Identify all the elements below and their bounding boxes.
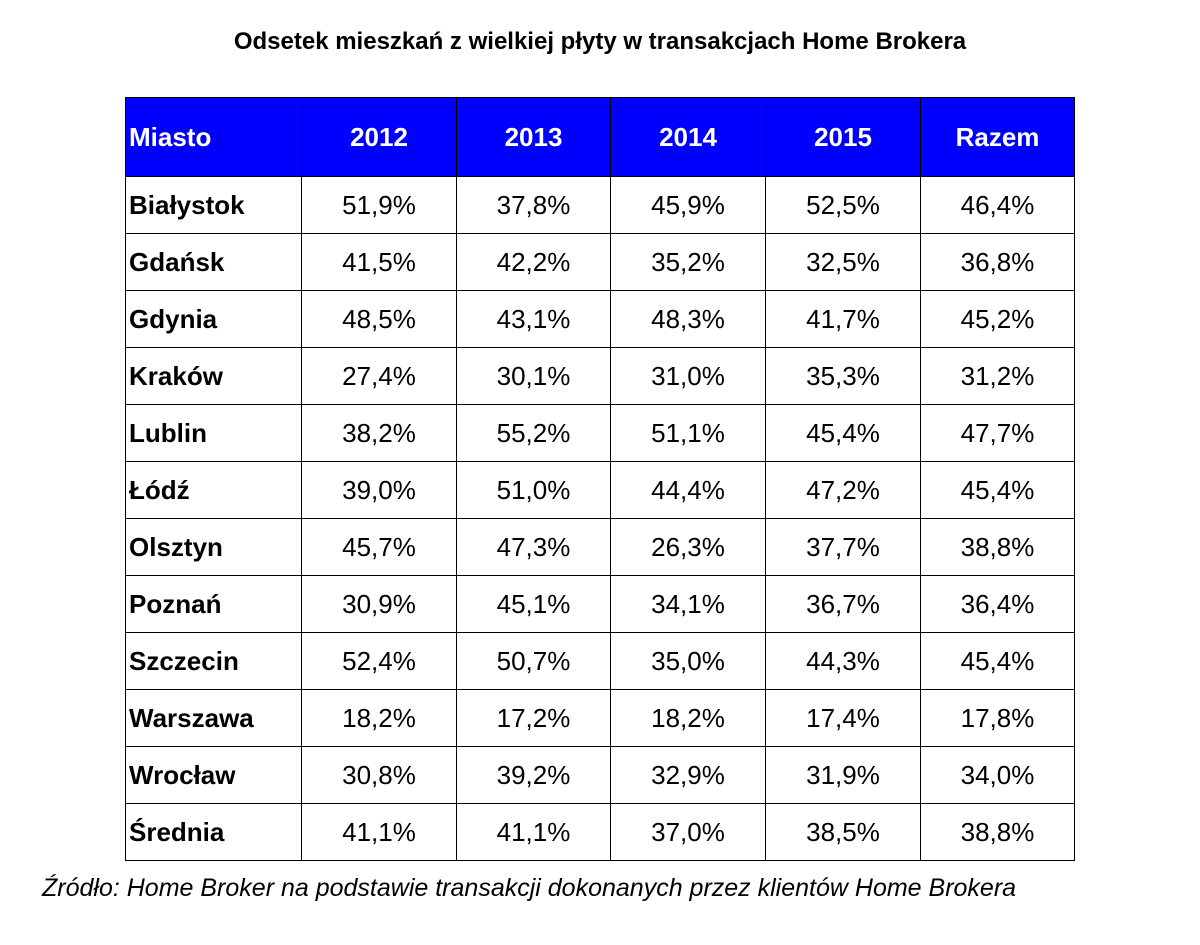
- table-row: Lublin 38,2% 55,2% 51,1% 45,4% 47,7%: [125, 404, 1075, 462]
- value-cell: 45,9%: [610, 176, 766, 234]
- city-cell: Kraków: [125, 347, 302, 405]
- table-body: Białystok 51,9% 37,8% 45,9% 52,5% 46,4% Gdańsk…: [125, 176, 1075, 861]
- value-cell: 38,8%: [920, 803, 1075, 861]
- value-cell: 45,4%: [920, 632, 1075, 690]
- value-cell: 37,0%: [610, 803, 766, 861]
- table-row: Kraków 27,4% 30,1% 31,0% 35,3% 31,2%: [125, 347, 1075, 405]
- header-cell-2014: 2014: [610, 97, 766, 177]
- value-cell: 38,2%: [301, 404, 457, 462]
- value-cell: 31,2%: [920, 347, 1075, 405]
- table-row: Warszawa 18,2% 17,2% 18,2% 17,4% 17,8%: [125, 689, 1075, 747]
- value-cell: 45,7%: [301, 518, 457, 576]
- value-cell: 45,4%: [765, 404, 921, 462]
- value-cell: 48,5%: [301, 290, 457, 348]
- value-cell: 46,4%: [920, 176, 1075, 234]
- value-cell: 51,0%: [456, 461, 611, 519]
- value-cell: 30,1%: [456, 347, 611, 405]
- value-cell: 34,0%: [920, 746, 1075, 804]
- value-cell: 42,2%: [456, 233, 611, 291]
- table-row: Gdynia 48,5% 43,1% 48,3% 41,7% 45,2%: [125, 290, 1075, 348]
- value-cell: 31,9%: [765, 746, 921, 804]
- value-cell: 51,9%: [301, 176, 457, 234]
- value-cell: 27,4%: [301, 347, 457, 405]
- header-cell-2013: 2013: [456, 97, 611, 177]
- header-row: Miasto 2012 2013 2014 2015 Razem: [125, 97, 1075, 177]
- value-cell: 38,8%: [920, 518, 1075, 576]
- table-row: Wrocław 30,8% 39,2% 32,9% 31,9% 34,0%: [125, 746, 1075, 804]
- value-cell: 41,1%: [456, 803, 611, 861]
- value-cell: 18,2%: [301, 689, 457, 747]
- city-cell: Gdańsk: [125, 233, 302, 291]
- header-cell-2012: 2012: [301, 97, 457, 177]
- value-cell: 17,8%: [920, 689, 1075, 747]
- city-cell: Średnia: [125, 803, 302, 861]
- value-cell: 50,7%: [456, 632, 611, 690]
- value-cell: 47,2%: [765, 461, 921, 519]
- value-cell: 26,3%: [610, 518, 766, 576]
- header-cell-miasto: Miasto: [125, 97, 302, 177]
- table-header: Miasto 2012 2013 2014 2015 Razem: [125, 97, 1075, 177]
- city-cell: Szczecin: [125, 632, 302, 690]
- table-row: Olsztyn 45,7% 47,3% 26,3% 37,7% 38,8%: [125, 518, 1075, 576]
- header-cell-razem: Razem: [920, 97, 1075, 177]
- value-cell: 51,1%: [610, 404, 766, 462]
- value-cell: 32,9%: [610, 746, 766, 804]
- value-cell: 37,7%: [765, 518, 921, 576]
- value-cell: 43,1%: [456, 290, 611, 348]
- value-cell: 38,5%: [765, 803, 921, 861]
- value-cell: 55,2%: [456, 404, 611, 462]
- value-cell: 52,5%: [765, 176, 921, 234]
- value-cell: 36,7%: [765, 575, 921, 633]
- value-cell: 31,0%: [610, 347, 766, 405]
- value-cell: 37,8%: [456, 176, 611, 234]
- value-cell: 17,4%: [765, 689, 921, 747]
- value-cell: 35,0%: [610, 632, 766, 690]
- value-cell: 44,4%: [610, 461, 766, 519]
- value-cell: 36,4%: [920, 575, 1075, 633]
- value-cell: 36,8%: [920, 233, 1075, 291]
- value-cell: 30,8%: [301, 746, 457, 804]
- value-cell: 45,2%: [920, 290, 1075, 348]
- value-cell: 41,1%: [301, 803, 457, 861]
- table-row: Średnia 41,1% 41,1% 37,0% 38,5% 38,8%: [125, 803, 1075, 861]
- header-cell-2015: 2015: [765, 97, 921, 177]
- value-cell: 35,2%: [610, 233, 766, 291]
- city-cell: Warszawa: [125, 689, 302, 747]
- value-cell: 47,7%: [920, 404, 1075, 462]
- table-row: Szczecin 52,4% 50,7% 35,0% 44,3% 45,4%: [125, 632, 1075, 690]
- source-note: Źródło: Home Broker na podstawie transak…: [42, 874, 1017, 902]
- city-cell: Łódź: [125, 461, 302, 519]
- value-cell: 48,3%: [610, 290, 766, 348]
- value-cell: 45,1%: [456, 575, 611, 633]
- table-row: Białystok 51,9% 37,8% 45,9% 52,5% 46,4%: [125, 176, 1075, 234]
- value-cell: 17,2%: [456, 689, 611, 747]
- value-cell: 34,1%: [610, 575, 766, 633]
- value-cell: 44,3%: [765, 632, 921, 690]
- value-cell: 47,3%: [456, 518, 611, 576]
- city-cell: Lublin: [125, 404, 302, 462]
- value-cell: 35,3%: [765, 347, 921, 405]
- value-cell: 18,2%: [610, 689, 766, 747]
- city-cell: Białystok: [125, 176, 302, 234]
- data-table: Miasto 2012 2013 2014 2015 Razem Białyst…: [125, 97, 1075, 861]
- value-cell: 45,4%: [920, 461, 1075, 519]
- value-cell: 30,9%: [301, 575, 457, 633]
- page-title: Odsetek mieszkań z wielkiej płyty w tran…: [233, 28, 967, 55]
- value-cell: 41,7%: [765, 290, 921, 348]
- value-cell: 41,5%: [301, 233, 457, 291]
- value-cell: 52,4%: [301, 632, 457, 690]
- city-cell: Gdynia: [125, 290, 302, 348]
- table-row: Łódź 39,0% 51,0% 44,4% 47,2% 45,4%: [125, 461, 1075, 519]
- value-cell: 39,0%: [301, 461, 457, 519]
- value-cell: 39,2%: [456, 746, 611, 804]
- city-cell: Poznań: [125, 575, 302, 633]
- table-row: Poznań 30,9% 45,1% 34,1% 36,7% 36,4%: [125, 575, 1075, 633]
- table-row: Gdańsk 41,5% 42,2% 35,2% 32,5% 36,8%: [125, 233, 1075, 291]
- value-cell: 32,5%: [765, 233, 921, 291]
- city-cell: Wrocław: [125, 746, 302, 804]
- city-cell: Olsztyn: [125, 518, 302, 576]
